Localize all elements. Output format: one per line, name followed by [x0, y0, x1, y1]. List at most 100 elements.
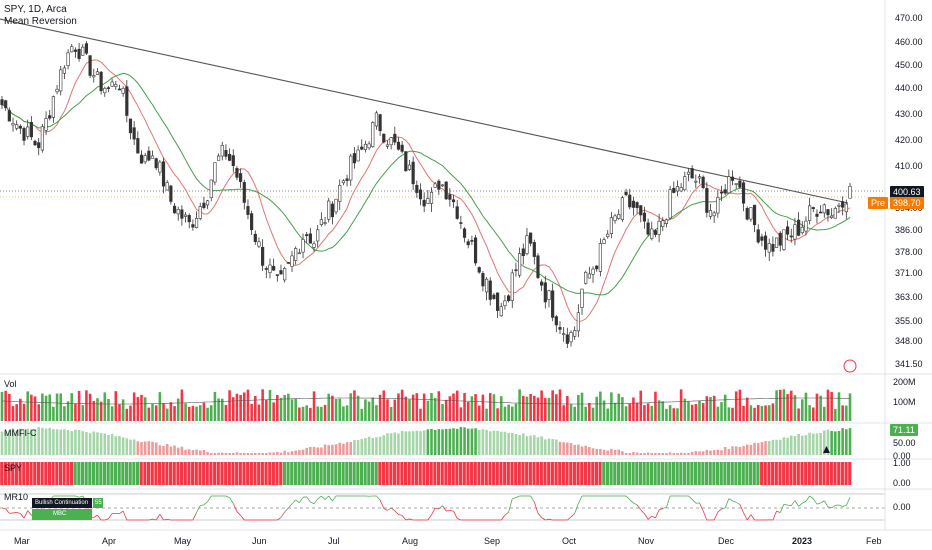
- volume-bar: [224, 404, 228, 421]
- volume-bar: [209, 405, 213, 421]
- popup-value: 55: [95, 500, 102, 506]
- candle-body: [246, 206, 250, 215]
- volume-bar: [309, 407, 312, 421]
- volume-bar: [789, 390, 793, 421]
- spy-regime-bar: [51, 462, 55, 485]
- spy-regime-bar: [631, 462, 635, 485]
- volume-bar: [257, 404, 261, 421]
- mr10-segment: [743, 512, 748, 521]
- mr10-segment: [288, 503, 293, 509]
- mmfi-bar: [312, 446, 316, 455]
- mmfi-bar: [654, 452, 657, 455]
- volume-bar: [676, 408, 679, 421]
- spy-regime-bar: [635, 462, 639, 485]
- spy-regime-bar: [312, 462, 316, 485]
- candle-body: [224, 150, 228, 157]
- candle-body: [819, 211, 823, 214]
- spy-regime-bar: [587, 462, 591, 485]
- candle-body: [848, 186, 852, 199]
- spy-regime-bar: [345, 462, 349, 485]
- volume-bar: [712, 395, 716, 421]
- volume-bar: [243, 392, 246, 421]
- volume-bar: [834, 408, 837, 421]
- volume-bar: [793, 395, 797, 421]
- spy-regime-bar: [462, 462, 466, 485]
- volume-bar: [628, 403, 632, 421]
- mr10-segment: [790, 500, 796, 506]
- candle-body: [316, 229, 320, 242]
- candle-body: [404, 151, 408, 172]
- spy-regime-bar: [102, 462, 107, 485]
- mmfi-bar: [151, 441, 154, 455]
- mmfi-bar: [778, 439, 782, 455]
- spy-regime-bar: [727, 462, 731, 485]
- volume-bar: [375, 405, 378, 421]
- mr10-segment: [196, 505, 201, 513]
- spy-regime-bar: [143, 462, 147, 485]
- mmfi-bar: [165, 444, 169, 455]
- volume-bar: [533, 395, 536, 421]
- volume-bar: [334, 399, 338, 421]
- volume-bar: [771, 403, 775, 421]
- mmfi-bar: [510, 432, 514, 455]
- candle-body: [448, 194, 452, 200]
- candle-body: [103, 87, 107, 94]
- mr10-segment: [16, 512, 21, 514]
- mmfi-bar: [63, 429, 66, 455]
- mmfi-bar: [760, 441, 764, 455]
- mmfi-bar: [433, 429, 437, 455]
- mmfi-bar: [202, 449, 206, 455]
- volume-bar: [540, 390, 543, 421]
- candle-body: [22, 128, 26, 141]
- candle-body: [562, 333, 566, 336]
- spy-regime-bar: [7, 462, 11, 485]
- candle-body: [786, 226, 790, 235]
- candle-body: [811, 207, 815, 210]
- spy-regime-bar: [492, 462, 496, 485]
- mmfi-bar: [793, 436, 797, 455]
- volume-bar: [577, 395, 580, 421]
- volume-bar: [745, 397, 749, 421]
- volume-bar: [162, 403, 165, 421]
- mmfi-bar: [444, 428, 448, 455]
- mmfi-bar: [66, 430, 70, 455]
- candle-body: [319, 219, 323, 225]
- spy-regime-bar: [701, 462, 705, 485]
- volume-bar: [422, 393, 426, 421]
- mmfi-bar: [404, 431, 408, 455]
- mmfi-bar: [367, 436, 371, 455]
- spy-regime-bar: [833, 462, 837, 485]
- candle-body: [477, 267, 481, 273]
- mmfi-bar: [298, 450, 301, 455]
- volume-bar: [665, 408, 668, 421]
- candle-body: [264, 268, 268, 270]
- price-tick: 440.00: [895, 83, 923, 93]
- popup-button[interactable]: [32, 509, 92, 520]
- spy-regime-bar: [686, 462, 690, 485]
- time-tick: May: [174, 536, 192, 546]
- mmfi-value-tag: 71.11: [890, 424, 918, 436]
- mr10-segment: [662, 506, 667, 509]
- volume-bar: [88, 393, 92, 421]
- candle-body: [547, 290, 551, 300]
- candle-body: [437, 180, 441, 190]
- spy-regime-bar: [14, 462, 18, 485]
- spy-regime-bar: [231, 462, 235, 485]
- mmfi-bar: [488, 431, 492, 455]
- volume-bar: [797, 408, 800, 421]
- spy-regime-bar: [58, 462, 63, 485]
- candle-body: [165, 182, 169, 191]
- volume-bar: [187, 406, 191, 421]
- volume-bar: [518, 389, 521, 421]
- mmfi-bar: [320, 447, 323, 455]
- volume-bar: [246, 389, 250, 421]
- volume-bar: [716, 406, 720, 421]
- ma-fast-line: [1, 59, 851, 323]
- candle-body: [147, 150, 151, 161]
- volume-bar: [301, 406, 305, 421]
- mmfi-bar: [114, 436, 118, 455]
- volume-bar: [37, 404, 40, 421]
- candle-body: [620, 197, 624, 220]
- popup-value-bg: [93, 498, 103, 508]
- volume-bar: [525, 396, 529, 421]
